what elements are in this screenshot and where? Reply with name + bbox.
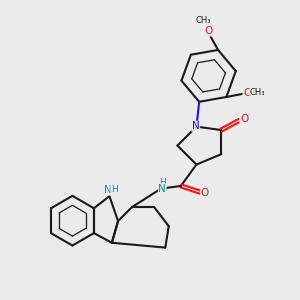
Text: CH₃: CH₃ xyxy=(250,88,265,98)
Text: H: H xyxy=(159,178,166,187)
Text: O: O xyxy=(201,188,209,198)
Text: O: O xyxy=(240,114,248,124)
Text: O: O xyxy=(205,26,213,36)
Text: N: N xyxy=(158,184,166,194)
Text: H: H xyxy=(111,185,118,194)
Text: CH₃: CH₃ xyxy=(196,16,211,25)
Text: N: N xyxy=(104,185,112,195)
Text: N: N xyxy=(192,121,200,131)
Text: O: O xyxy=(243,88,251,98)
